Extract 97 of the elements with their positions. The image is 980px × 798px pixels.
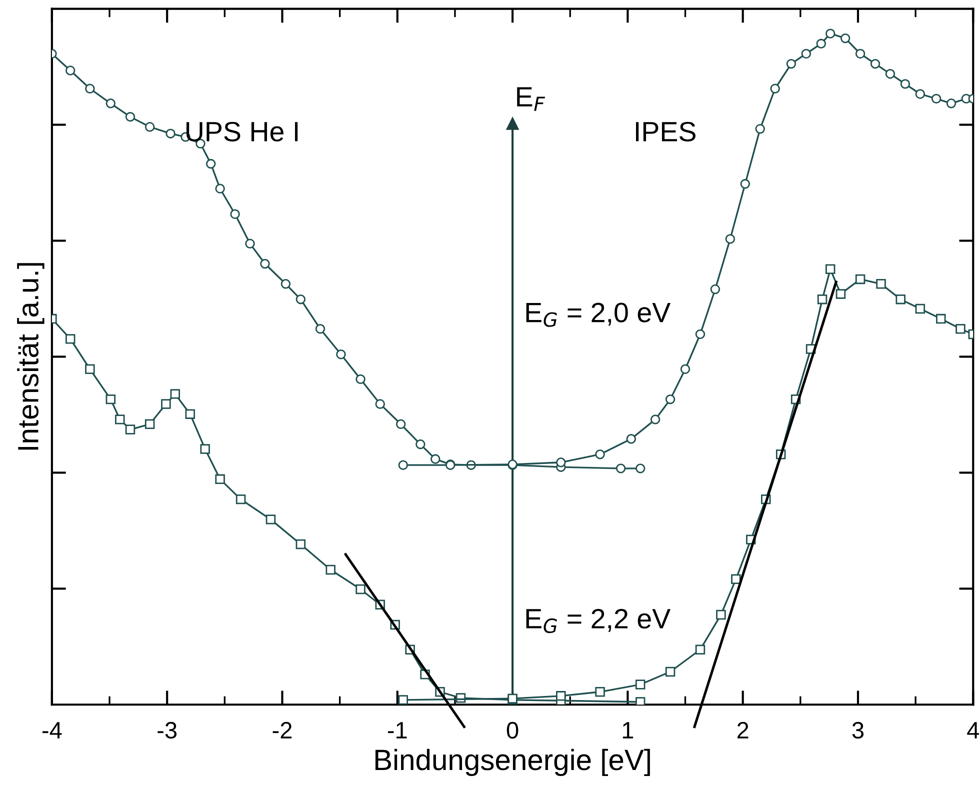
point <box>200 444 210 454</box>
point <box>66 66 76 76</box>
point <box>876 279 886 289</box>
point <box>106 98 116 108</box>
point <box>915 304 926 314</box>
x-tick-label: -3 <box>158 722 177 739</box>
x-tick-label: 4 <box>967 722 980 738</box>
point <box>770 84 780 94</box>
point <box>375 399 385 409</box>
point <box>125 424 136 434</box>
x-tick-label: 3 <box>852 722 864 739</box>
annotation: UPS He I <box>186 122 298 142</box>
point <box>956 324 966 334</box>
point <box>398 460 408 470</box>
point <box>66 334 76 344</box>
point <box>125 112 136 122</box>
point <box>665 394 676 404</box>
point <box>260 258 270 269</box>
point <box>144 419 155 430</box>
point <box>215 474 225 484</box>
point <box>695 329 706 340</box>
point <box>296 539 306 550</box>
point <box>144 122 155 132</box>
y-axis-title: Intensität [a.u.] <box>17 263 44 450</box>
annotation: E$_{G}$ = 2,0 eV <box>526 302 671 327</box>
point <box>870 58 880 69</box>
point <box>931 94 942 104</box>
annotation: E$_{G}$ = 2,2 eV <box>526 608 671 634</box>
point <box>595 687 605 697</box>
point <box>946 98 956 108</box>
point <box>710 284 720 294</box>
x-tick-label: 2 <box>737 722 748 738</box>
point <box>915 89 926 99</box>
point <box>816 38 826 49</box>
point <box>266 514 276 524</box>
point <box>115 414 125 424</box>
point <box>296 294 306 304</box>
x-tick-label: -2 <box>272 722 292 738</box>
point <box>595 449 605 460</box>
point <box>885 69 896 79</box>
point <box>206 158 216 169</box>
point <box>731 574 741 584</box>
point <box>635 697 646 705</box>
point <box>725 234 736 244</box>
point <box>801 48 812 59</box>
point <box>396 419 406 430</box>
point <box>626 434 636 444</box>
point <box>680 364 690 374</box>
point <box>170 389 180 399</box>
point <box>900 79 910 89</box>
point <box>161 399 171 409</box>
point <box>740 179 750 189</box>
point <box>825 264 836 274</box>
point <box>817 294 828 304</box>
point <box>106 394 116 404</box>
point <box>236 494 246 504</box>
point <box>556 458 566 468</box>
point <box>695 644 706 654</box>
point <box>85 84 95 94</box>
point <box>716 610 726 620</box>
point <box>635 464 646 474</box>
annotation: IPES <box>636 122 696 142</box>
ref-line-label: E$_{F}$ <box>517 87 546 111</box>
point <box>315 324 326 334</box>
point <box>836 289 846 299</box>
point <box>336 349 346 360</box>
point <box>556 691 566 701</box>
point <box>650 414 660 424</box>
x-axis-title: Bindungsenergie [eV] <box>375 748 650 776</box>
point <box>166 128 176 138</box>
point <box>356 584 366 594</box>
x-tick-label: 1 <box>622 722 634 738</box>
point <box>786 58 796 69</box>
x-tick-label: 0 <box>506 722 518 739</box>
point <box>855 48 866 59</box>
point <box>430 454 440 464</box>
point <box>356 374 366 384</box>
point <box>840 33 850 44</box>
point <box>635 680 646 690</box>
point <box>616 464 626 474</box>
x-tick-label: -1 <box>388 722 407 738</box>
point <box>665 666 676 677</box>
x-tick-label: -4 <box>42 722 62 738</box>
point <box>85 364 95 374</box>
point <box>280 279 291 289</box>
point <box>215 184 225 194</box>
point <box>230 209 240 219</box>
point <box>245 238 255 248</box>
point <box>855 274 866 284</box>
point <box>825 28 836 38</box>
point <box>326 564 336 575</box>
point <box>185 409 195 419</box>
point <box>755 124 765 134</box>
point <box>936 314 946 324</box>
point <box>398 695 408 705</box>
point <box>416 439 426 450</box>
point <box>896 294 906 304</box>
